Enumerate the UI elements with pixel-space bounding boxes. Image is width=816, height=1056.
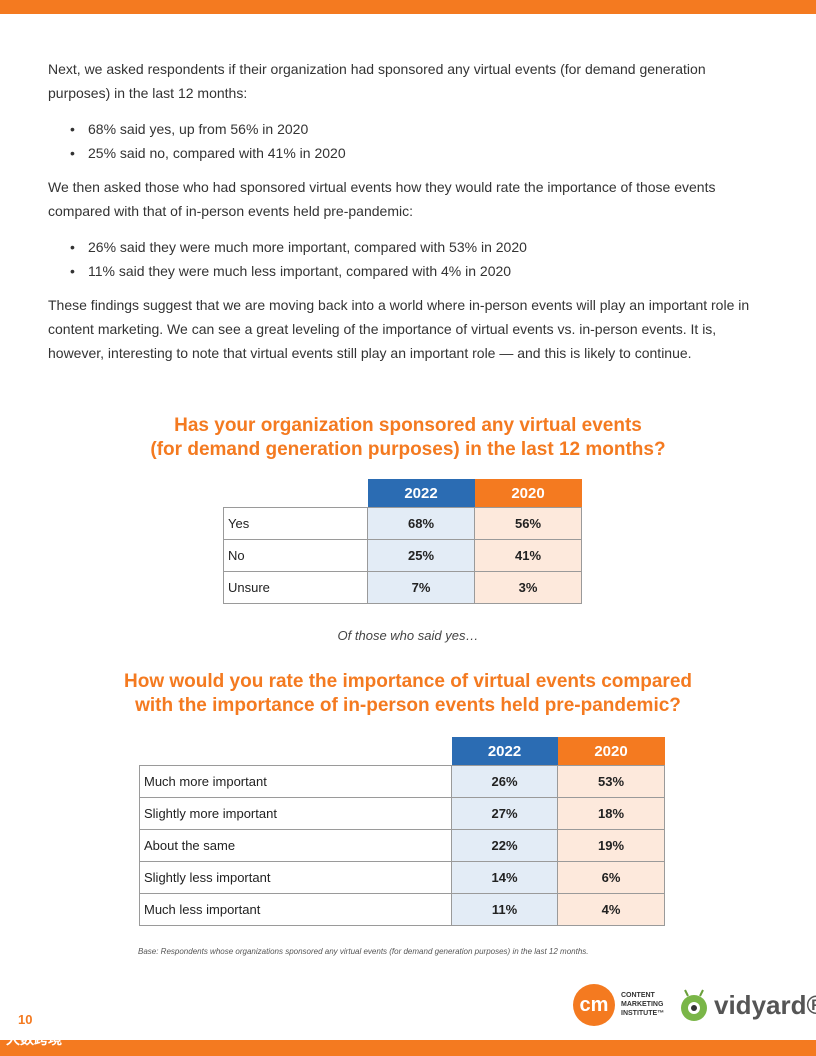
row-label: Unsure <box>223 571 368 604</box>
table-row: Slightly more important 27% 18% <box>139 797 665 830</box>
value-2022: 11% <box>451 893 558 926</box>
value-2022: 22% <box>451 829 558 862</box>
vidyard-logo-text: vidyard® <box>714 990 816 1020</box>
intro-paragraph-1: Next, we asked respondents if their orga… <box>48 61 706 101</box>
top-accent-bar <box>0 0 816 14</box>
value-2022: 68% <box>367 507 475 540</box>
cmi-logo-mark: cm <box>573 984 615 1026</box>
table1-title-line1: Has your organization sponsored any virt… <box>174 415 642 436</box>
table-corner <box>140 737 452 766</box>
list-item: 68% said yes, up from 56% in 2020 <box>48 117 768 141</box>
value-2020: 18% <box>557 797 665 830</box>
row-label: About the same <box>139 829 452 862</box>
table-corner <box>224 479 368 508</box>
value-2020: 3% <box>474 571 582 604</box>
list-item: 26% said they were much more important, … <box>48 235 768 259</box>
table1-title: Has your organization sponsored any virt… <box>0 414 816 462</box>
value-2020: 41% <box>474 539 582 572</box>
table2-title: How would you rate the importance of vir… <box>0 670 816 718</box>
intro-text: Next, we asked respondents if their orga… <box>48 57 768 365</box>
value-2020: 53% <box>557 765 665 798</box>
value-2020: 56% <box>474 507 582 540</box>
col-header-2020: 2020 <box>557 737 665 766</box>
bullet-list-1: 68% said yes, up from 56% in 2020 25% sa… <box>48 117 768 165</box>
base-note: Base: Respondents whose organizations sp… <box>138 947 589 956</box>
table2: 2022 2020 Much more important 26% 53% Sl… <box>139 737 665 926</box>
table-row: About the same 22% 19% <box>139 829 665 862</box>
table1-title-line2: (for demand generation purposes) in the … <box>150 439 666 460</box>
value-2022: 25% <box>367 539 475 572</box>
row-label: Yes <box>223 507 368 540</box>
value-2022: 7% <box>367 571 475 604</box>
row-label: Much less important <box>139 893 452 926</box>
table-row: Much less important 11% 4% <box>139 893 665 926</box>
row-label: Much more important <box>139 765 452 798</box>
col-header-2022: 2022 <box>367 479 475 508</box>
row-label: Slightly more important <box>139 797 452 830</box>
intro-paragraph-2: We then asked those who had sponsored vi… <box>48 179 716 219</box>
bottom-accent-bar <box>0 1040 816 1056</box>
table-row: Unsure 7% 3% <box>223 571 582 604</box>
table-header-row: 2022 2020 <box>140 737 665 766</box>
page-number: 10 <box>18 1012 33 1027</box>
subnote: Of those who said yes… <box>337 628 479 643</box>
value-2022: 14% <box>451 861 558 894</box>
table1: 2022 2020 Yes 68% 56% No 25% 41% Unsure … <box>223 479 582 604</box>
vidyard-robot-icon <box>681 989 707 1021</box>
table2-title-line2: with the importance of in-person events … <box>135 695 681 716</box>
watermark: 大数跨境 <box>6 1031 62 1047</box>
intro-paragraph-3: These findings suggest that we are movin… <box>48 297 750 361</box>
table-row: Yes 68% 56% <box>223 507 582 540</box>
list-item: 25% said no, compared with 41% in 2020 <box>48 141 768 165</box>
value-2020: 6% <box>557 861 665 894</box>
cmi-logo-text: CONTENT MARKETING INSTITUTE™ <box>621 992 665 1017</box>
list-item: 11% said they were much less important, … <box>48 259 768 283</box>
value-2022: 26% <box>451 765 558 798</box>
table-row: Slightly less important 14% 6% <box>139 861 665 894</box>
col-header-2020: 2020 <box>474 479 582 508</box>
table2-title-line1: How would you rate the importance of vir… <box>124 671 692 692</box>
row-label: Slightly less important <box>139 861 452 894</box>
bullet-list-2: 26% said they were much more important, … <box>48 235 768 283</box>
table-header-row: 2022 2020 <box>224 479 582 508</box>
table-row: No 25% 41% <box>223 539 582 572</box>
table-row: Much more important 26% 53% <box>139 765 665 798</box>
row-label: No <box>223 539 368 572</box>
value-2020: 4% <box>557 893 665 926</box>
value-2020: 19% <box>557 829 665 862</box>
value-2022: 27% <box>451 797 558 830</box>
col-header-2022: 2022 <box>451 737 558 766</box>
